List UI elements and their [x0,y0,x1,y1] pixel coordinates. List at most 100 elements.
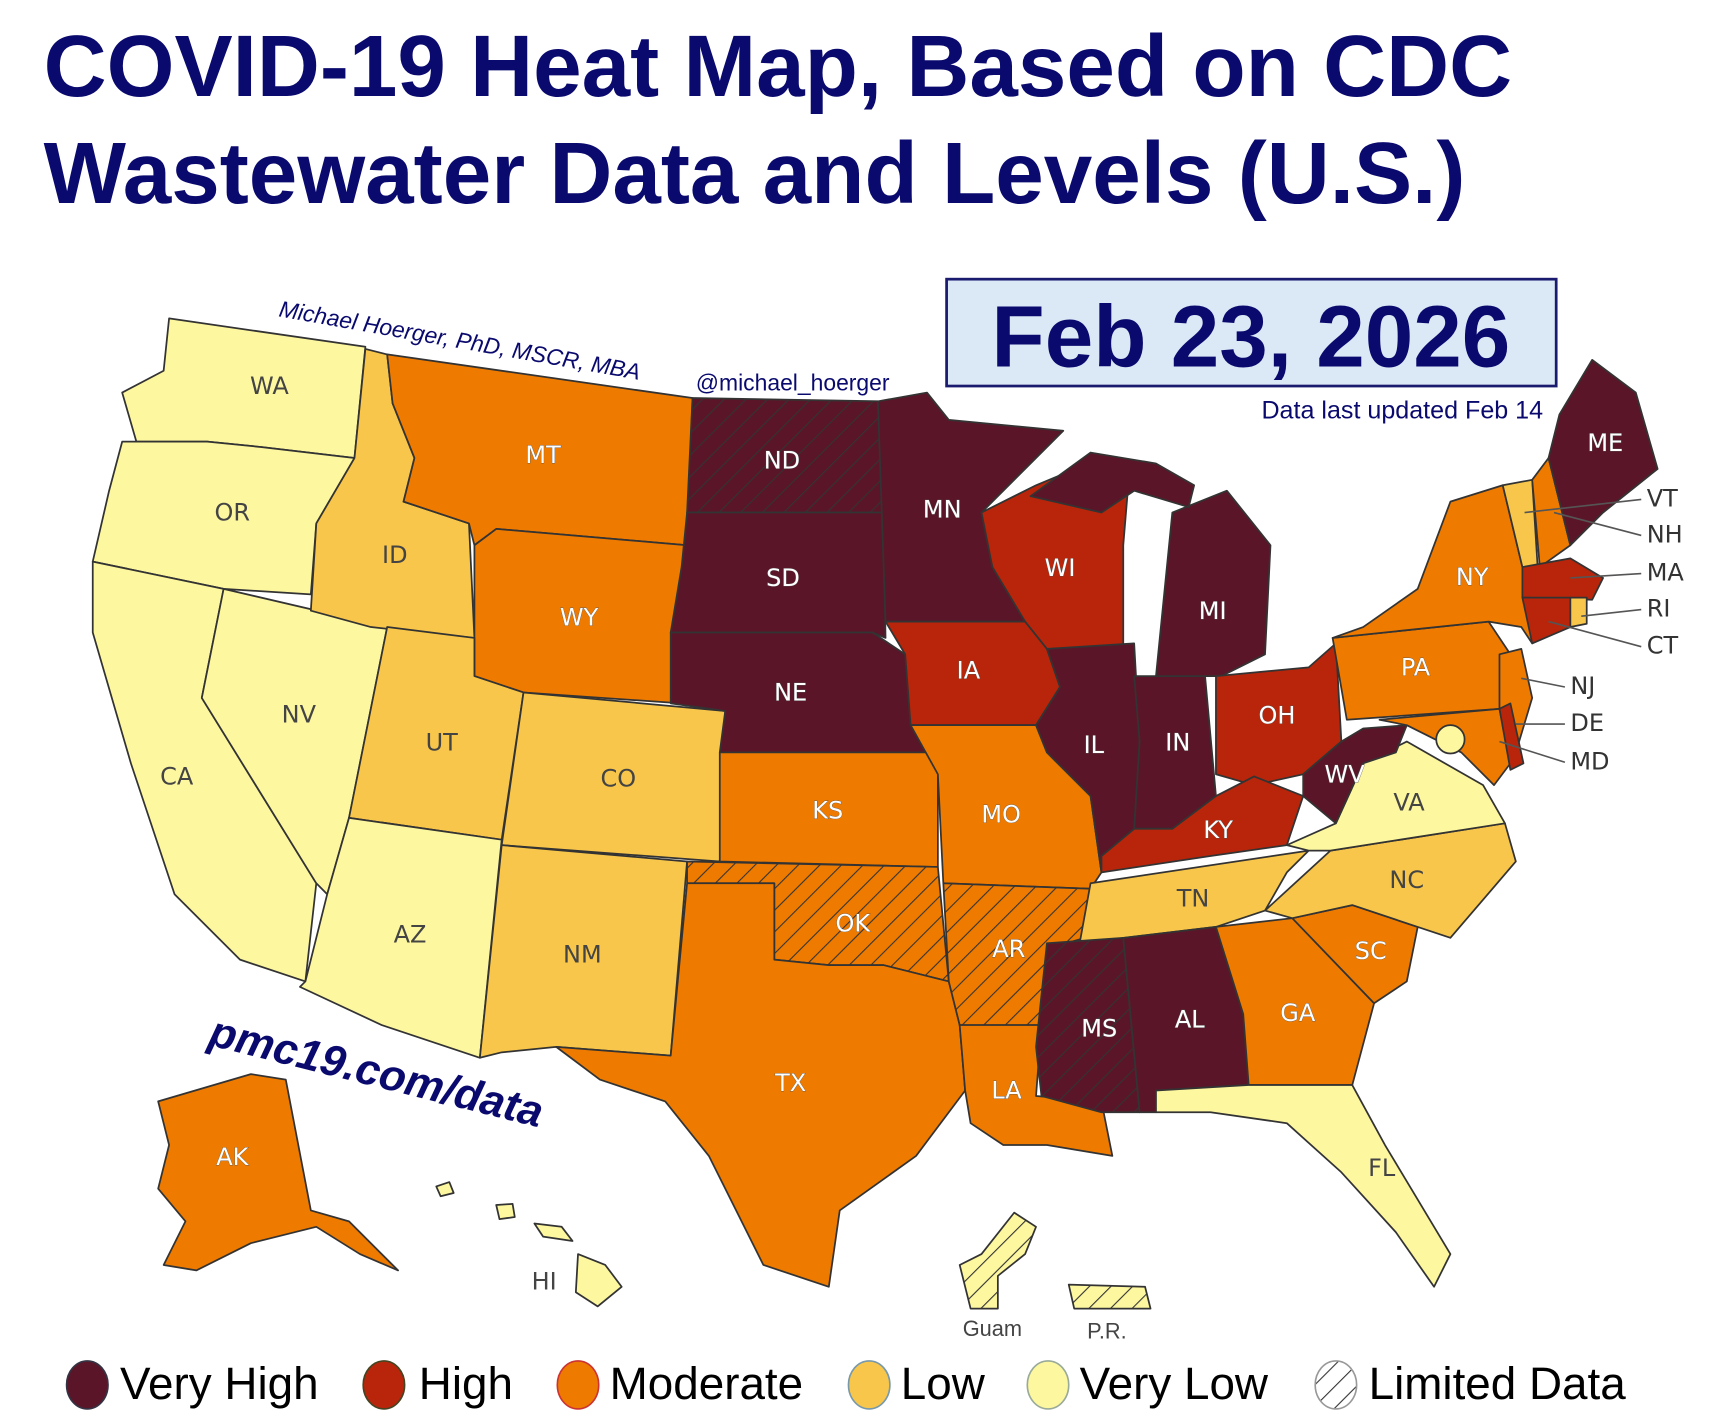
legend-4-label: Very Low [1080,1358,1269,1409]
state-ks [718,751,939,868]
state-label-tx: TX [774,1069,806,1097]
state-label-pa: PA [1401,653,1431,681]
legend-3-label: Low [901,1358,986,1409]
state-de [1498,702,1525,771]
state-tx [555,882,967,1288]
state-label-wi: WI [1045,554,1076,582]
high-swatch [362,1360,406,1410]
state-label-wa: WA [250,372,289,400]
state-label-mi: MI [1199,597,1227,625]
state-ny [1331,484,1534,645]
state-label-ky: KY [1203,816,1233,844]
state-label-ga: GA [1280,999,1316,1027]
state-label-ut: UT [426,729,459,757]
limited-data-hatch-gu [959,1212,1037,1309]
legend-item-limited-data: Limited Data [1314,1358,1627,1410]
legend-1-label: High [419,1358,513,1409]
state-label-in: IN [1165,729,1190,757]
limited-data-hatch-pr [1068,1284,1151,1309]
state-ky [1100,775,1305,874]
state-hi [495,1203,516,1221]
state-label-ia: IA [957,657,981,685]
legend-item-low: Low [847,1358,986,1410]
state-label-oh: OH [1259,701,1296,729]
state-label-nv: NV [282,700,317,728]
title-line-1: COVID-19 Heat Map, Based on CDC [44,18,1512,115]
very-low-swatch [1026,1360,1070,1410]
state-hi [435,1181,455,1198]
state-wa [121,317,367,459]
callout-labels: VT NH MA RI CT NJ DE MD [1570,484,1684,775]
state-label-mo: MO [981,801,1021,829]
state-label-la: LA [991,1077,1022,1105]
state-fl [1155,1084,1452,1288]
limited-data-hatch-nd [687,398,884,513]
state-label-me: ME [1587,429,1623,457]
author-handle: @michael_hoerger [696,369,890,395]
legend-item-high: High [362,1358,513,1410]
very-high-swatch [65,1360,109,1410]
state-label-pr: P.R. [1087,1318,1127,1343]
small-state-callouts [1499,498,1642,764]
state-label-nd: ND [764,446,800,474]
state-label-ne: NE [774,679,807,707]
date-box: Feb 23, 2026 [945,277,1558,388]
limited-data-swatch [1314,1360,1358,1410]
legend-2-label: Moderate [610,1358,803,1409]
state-label-hi: HI [532,1267,557,1295]
state-dc [1435,724,1466,755]
state-ak [157,1073,399,1272]
state-mi [1155,489,1272,677]
updated-note: Data last updated Feb 14 [1261,397,1543,425]
legend: Very High High Moderate Low Very Low Lim… [65,1358,1627,1410]
title-line-2: Wastewater Data and Levels (U.S.) [44,125,1466,222]
state-wv [1302,724,1408,825]
state-label-sd: SD [766,564,800,592]
low-swatch [847,1360,891,1410]
state-label-ar: AR [992,935,1025,963]
state-label-wv: WV [1325,760,1366,788]
legend-5-label: Limited Data [1369,1358,1627,1409]
state-label-tn: TN [1176,885,1210,913]
limited-data-hatch-ms [1036,937,1140,1113]
state-label-az: AZ [394,921,427,949]
state-label-co: CO [601,765,637,793]
legend-item-very-low: Very Low [1026,1358,1269,1410]
state-label-va: VA [1393,789,1425,817]
state-hi [574,1253,623,1308]
state-label-mt: MT [525,441,561,469]
state-label-ny: NY [1456,563,1489,591]
limited-data-hatch-ar [943,883,1091,1026]
state-ri [1569,596,1588,628]
state-label-vt: VT [1647,484,1678,512]
state-label-nh: NH [1647,520,1683,548]
state-label-il: IL [1084,731,1105,759]
legend-item-moderate: Moderate [556,1358,803,1410]
state-label-de: DE [1570,709,1604,737]
state-label-ok: OK [836,910,872,938]
date-label: Feb 23, 2026 [991,288,1510,385]
state-ma [1521,557,1604,601]
state-label-md: MD [1570,747,1609,775]
state-label-wy: WY [560,603,599,631]
state-label-ca: CA [160,763,194,791]
state-label-fl: FL [1368,1154,1396,1182]
state-label-al: AL [1175,1006,1205,1034]
state-labels: WA OR CA NV ID MT WY UT CO AZ NM ND SD N… [160,372,1623,1343]
state-label-ct: CT [1647,632,1679,660]
state-label-ms: MS [1081,1014,1117,1042]
state-label-ak: AK [216,1143,249,1171]
legend-0-label: Very High [120,1358,319,1409]
state-label-nm: NM [563,940,602,968]
state-label-id: ID [382,541,408,569]
state-label-nj: NJ [1570,672,1595,700]
state-label-or: OR [215,499,251,527]
state-label-ma: MA [1647,559,1685,587]
state-label-ks: KS [812,796,843,824]
state-mi [1029,451,1196,514]
state-hi [533,1222,574,1242]
limited-data-hatch-ok [687,861,949,982]
state-label-nc: NC [1389,866,1424,894]
legend-item-very-high: Very High [65,1358,319,1410]
